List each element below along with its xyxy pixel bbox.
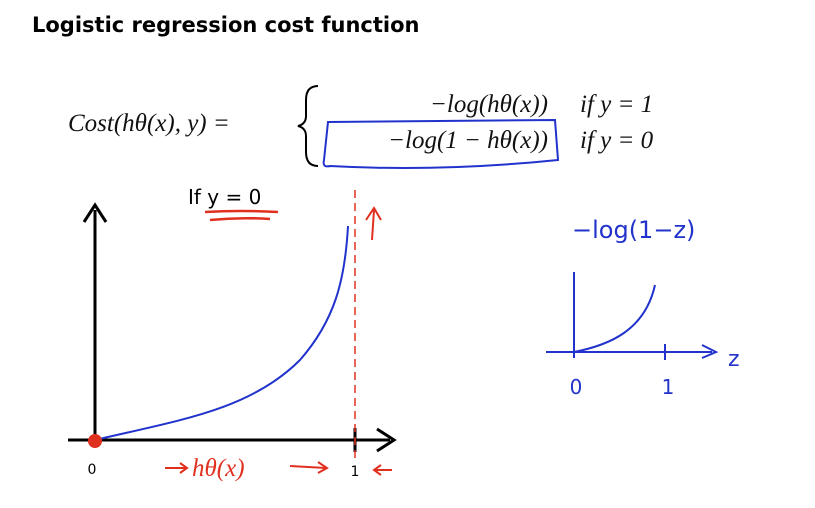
x-tick-label: 0: [88, 462, 97, 478]
slide-title: Logistic regression cost function: [32, 13, 419, 37]
sketch-marks: [664, 344, 719, 360]
highlight-box: [322, 118, 560, 169]
underline: [204, 209, 279, 222]
sketch-curve: [573, 284, 656, 353]
brace: [297, 85, 319, 167]
sketch-axis-label: z: [728, 347, 740, 372]
x-tick-label: 1: [351, 464, 360, 480]
case-cond: if y = 1: [580, 91, 653, 118]
case-cond: if y = 0: [580, 127, 654, 154]
sketch-tick: 0: [570, 375, 583, 399]
x-axis-label: hθ(x): [192, 455, 245, 482]
plot-label: If y = 0: [188, 185, 261, 209]
case-expr: −log(hθ(x)): [430, 91, 548, 118]
arrow: [376, 427, 397, 453]
case-expr: −log(1 − hθ(x)): [388, 127, 548, 154]
point: [88, 434, 102, 448]
arrows: [165, 461, 392, 476]
arrow: [365, 206, 382, 241]
arrow: [82, 202, 108, 223]
formula-lhs: Cost(hθ(x), y) =: [68, 110, 230, 137]
sketch-label: −log(1−z): [572, 216, 695, 244]
sketch-tick: 1: [662, 375, 675, 399]
cost-curve: [94, 225, 349, 441]
